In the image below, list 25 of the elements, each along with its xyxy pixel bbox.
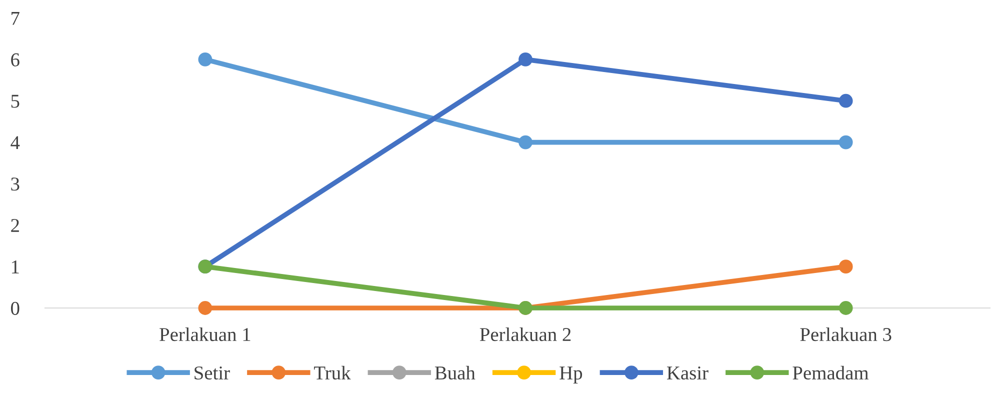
- y-tick-label: 3: [11, 178, 20, 191]
- point: [838, 260, 853, 274]
- point: [198, 52, 212, 66]
- y-tick-label: 6: [11, 53, 20, 66]
- legend-label: Kasir: [666, 366, 708, 380]
- y-tick-label: 0: [11, 302, 20, 315]
- point: [838, 94, 853, 108]
- x-tick-label: Perlakuan 2: [480, 327, 571, 342]
- y-tick-label: 1: [12, 260, 19, 274]
- y-tick-label: 5: [11, 94, 20, 108]
- point: [518, 135, 532, 150]
- legend-label: Pemadam: [792, 366, 869, 380]
- y-tick-label: 2: [11, 219, 19, 232]
- legend-label: Truk: [314, 366, 351, 380]
- y-tick-label: 7: [12, 12, 20, 25]
- y-tick-label: 4: [10, 136, 20, 150]
- point: [838, 301, 853, 315]
- x-tick-label: Perlakuan 3: [800, 327, 892, 342]
- x-tick-label: Perlakuan 1: [160, 327, 250, 342]
- legend-label: Buah: [434, 366, 476, 380]
- point: [518, 52, 532, 66]
- point: [198, 301, 212, 315]
- legend-label: Hp: [560, 366, 582, 384]
- point: [838, 135, 853, 150]
- legend-label: Setir: [194, 366, 230, 380]
